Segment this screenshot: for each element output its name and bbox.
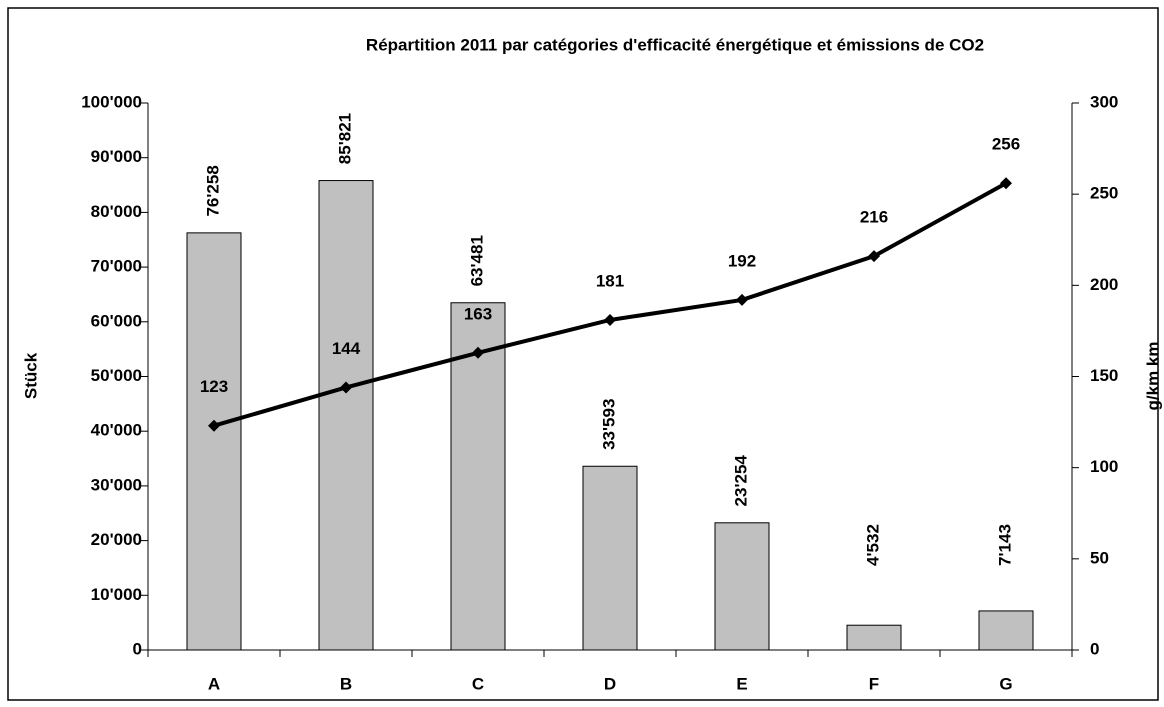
y-tick-label: 10'000	[91, 585, 142, 604]
y2-tick-label: 250	[1090, 184, 1118, 203]
y2-tick-label: 100	[1090, 457, 1118, 476]
line-marker	[208, 419, 220, 432]
x-tick-label: G	[999, 674, 1012, 693]
x-tick-label: D	[604, 674, 616, 693]
line-marker	[736, 293, 748, 306]
bar-value-label: 33'593	[599, 399, 618, 450]
y-tick-label: 70'000	[91, 257, 142, 276]
bar-value-label: 63'481	[467, 235, 486, 286]
line-marker	[472, 346, 484, 359]
line-value-label: 144	[332, 339, 361, 358]
y2-tick-label: 300	[1090, 92, 1118, 111]
line-value-label: 216	[860, 208, 888, 227]
line-value-label: 256	[992, 135, 1020, 154]
y-tick-label: 90'000	[91, 147, 142, 166]
bar	[318, 180, 374, 651]
line-value-label: 123	[200, 377, 228, 396]
x-tick-label: F	[869, 674, 879, 693]
bar-value-label: 85'821	[335, 113, 354, 164]
y-tick-label: 80'000	[91, 202, 142, 221]
x-tick-label: C	[472, 674, 484, 693]
y2-tick-label: 50	[1090, 548, 1109, 567]
chart-title: Répartition 2011 par catégories d'effica…	[366, 35, 984, 54]
bar	[450, 302, 506, 651]
y-tick-label: 60'000	[91, 311, 142, 330]
bar	[978, 610, 1034, 651]
bar	[714, 522, 770, 651]
y-axis-label: Stück	[21, 352, 40, 399]
bar-value-label: 7'143	[995, 524, 1014, 566]
line-value-label: 192	[728, 251, 756, 270]
bar	[846, 624, 902, 651]
y-tick-label: 20'000	[91, 530, 142, 549]
y2-tick-label: 200	[1090, 275, 1118, 294]
line-marker	[340, 381, 352, 394]
line-marker	[868, 250, 880, 263]
line-value-label: 163	[464, 304, 492, 323]
x-tick-label: E	[736, 674, 747, 693]
bar-value-label: 4'532	[863, 524, 882, 566]
y-tick-label: 30'000	[91, 475, 142, 494]
bar-value-label: 23'254	[731, 455, 750, 507]
y-tick-label: 40'000	[91, 421, 142, 440]
y2-tick-label: 150	[1090, 366, 1118, 385]
x-tick-label: B	[340, 674, 352, 693]
x-tick-label: A	[208, 674, 220, 693]
y2-axis-label: g/km km	[1143, 342, 1162, 411]
bar-value-label: 76'258	[203, 165, 222, 216]
line-value-label: 181	[596, 271, 624, 290]
line-marker	[1000, 177, 1012, 190]
y2-tick-label: 0	[1090, 639, 1099, 658]
bar	[186, 232, 242, 651]
y-tick-label: 50'000	[91, 366, 142, 385]
bar	[582, 465, 638, 651]
y-tick-label: 0	[133, 639, 142, 658]
line-marker	[604, 313, 616, 326]
y-tick-label: 100'000	[81, 92, 142, 111]
